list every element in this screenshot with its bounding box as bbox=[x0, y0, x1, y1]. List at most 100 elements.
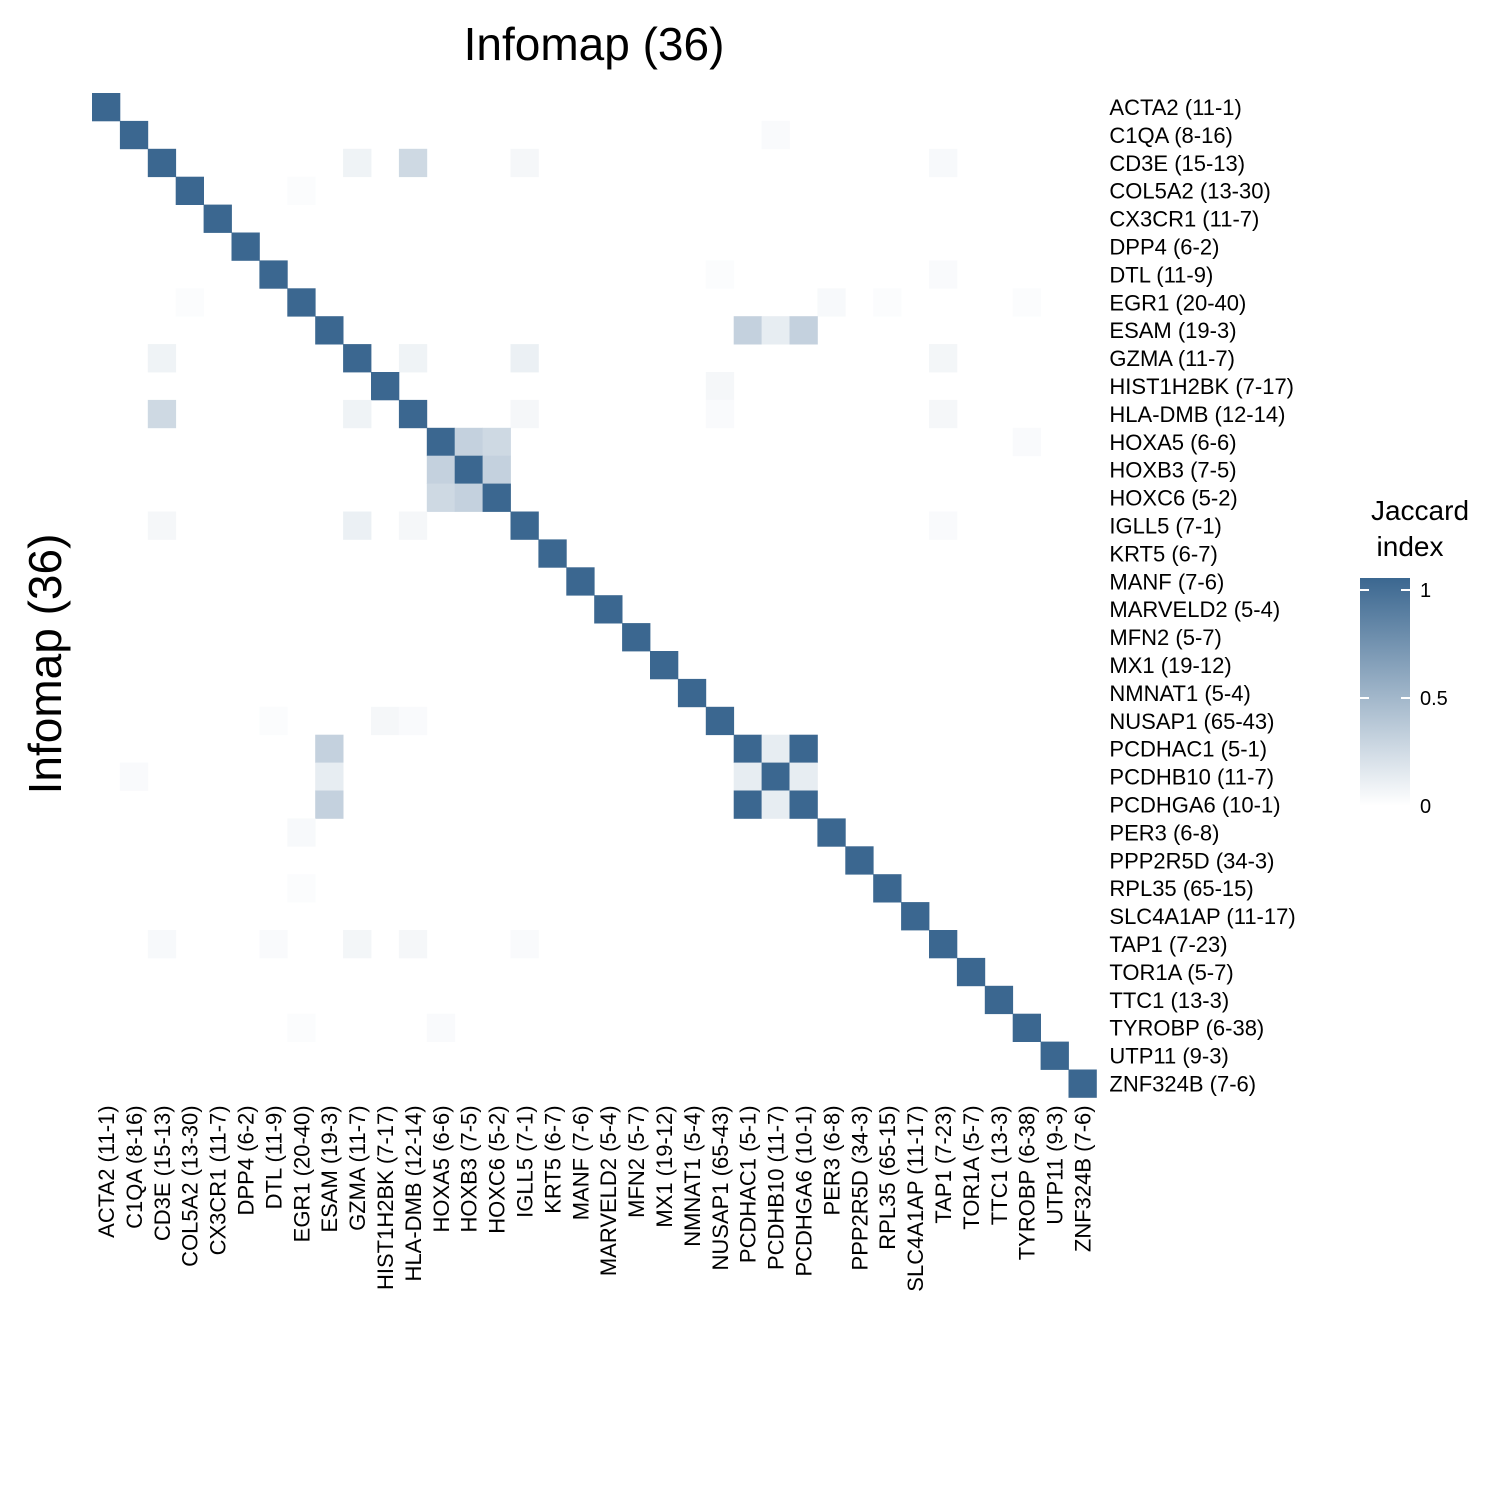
x-tick-label: UTP11 (9-3) bbox=[1043, 1105, 1068, 1224]
heatmap-cell-tap1-7-23--gzma-11-7 bbox=[343, 930, 372, 959]
x-tick-label: HIST1H2BK (7-17) bbox=[373, 1105, 398, 1290]
heatmap-cell-pcdhac1-5-1--pcdhb10-11-7 bbox=[761, 734, 790, 763]
heatmap-cell-tyrobp-6-38--egr1-20-40 bbox=[287, 1013, 316, 1042]
heatmap-cell-gzma-11-7--igll5-7-1 bbox=[510, 344, 539, 373]
x-tick-label: CD3E (15-13) bbox=[150, 1105, 175, 1241]
heatmap-cell-igll5-7-1--tap1-7-23 bbox=[929, 511, 958, 540]
heatmap-cell-pcdhac1-5-1--pcdhac1-5-1 bbox=[733, 734, 762, 763]
y-tick-label: KRT5 (6-7) bbox=[1109, 541, 1217, 566]
heatmap-cell-hoxa5-6-6--tyrobp-6-38 bbox=[1012, 427, 1041, 457]
heatmap-cell-nusap1-65-43--hist1h2bk-7-17 bbox=[371, 706, 400, 736]
y-axis-label: Infomap (36) bbox=[19, 534, 71, 795]
legend-tick-label: 0 bbox=[1420, 796, 1431, 818]
heatmap-cell-pcdhb10-11-7--c1qa-8-16 bbox=[119, 762, 149, 791]
heatmap-cell-pcdhac1-5-1--pcdhga6-10-1 bbox=[789, 734, 818, 763]
heatmap-cell-pcdhac1-5-1--esam-19-3 bbox=[315, 734, 344, 763]
y-tick-label: HOXA5 (6-6) bbox=[1109, 430, 1236, 455]
heatmap-cell-ttc1-13-3--ttc1-13-3 bbox=[984, 985, 1014, 1015]
heatmap-cell-tyrobp-6-38--hoxa5-6-6 bbox=[426, 1013, 456, 1042]
heatmap-cell-rpl35-65-15--rpl35-65-15 bbox=[873, 874, 902, 903]
x-tick-labels: ACTA2 (11-1) C1QA (8-16) CD3E (15-13) COL5A… bbox=[94, 1105, 1095, 1291]
x-tick-label: DPP4 (6-2) bbox=[233, 1105, 258, 1215]
heatmap-cell-c1qa-8-16--c1qa-8-16 bbox=[119, 120, 149, 150]
x-tick-label: RPL35 (65-15) bbox=[875, 1105, 900, 1249]
x-tick-label: PPP2R5D (34-3) bbox=[847, 1105, 872, 1270]
heatmap-cell-pcdhga6-10-1--esam-19-3 bbox=[315, 790, 344, 819]
heatmap-cell-pcdhb10-11-7--esam-19-3 bbox=[315, 762, 344, 791]
y-tick-label: PPP2R5D (34-3) bbox=[1109, 848, 1274, 873]
x-tick-label: GZMA (11-7) bbox=[345, 1105, 370, 1231]
y-tick-label: PCDHAC1 (5-1) bbox=[1109, 737, 1267, 762]
heatmap-cell-col5a2-13-30--col5a2-13-30 bbox=[175, 176, 204, 205]
heatmap-cell-pcdhga6-10-1--pcdhga6-10-1 bbox=[789, 790, 818, 819]
heatmap-cell-pcdhb10-11-7--pcdhb10-11-7 bbox=[761, 762, 790, 791]
heatmap-cell-hoxb3-7-5--hoxa5-6-6 bbox=[426, 455, 456, 484]
y-tick-labels: ACTA2 (11-1) C1QA (8-16) CD3E (15-13) COL5A… bbox=[1109, 95, 1295, 1096]
legend-tick-label: 1 bbox=[1420, 580, 1431, 602]
x-tick-label: NMNAT1 (5-4) bbox=[680, 1105, 705, 1246]
heatmap-cell-hoxc6-5-2--hoxa5-6-6 bbox=[426, 483, 456, 512]
x-tick-label: MANF (7-6) bbox=[568, 1105, 593, 1220]
x-tick-label: ESAM (19-3) bbox=[317, 1105, 342, 1232]
legend-title-line-2: index bbox=[1377, 531, 1444, 562]
y-tick-label: DPP4 (6-2) bbox=[1109, 234, 1219, 259]
heatmap-cell-hoxb3-7-5--hoxb3-7-5 bbox=[454, 455, 483, 484]
heatmap-cell-hoxc6-5-2--hoxc6-5-2 bbox=[482, 483, 511, 512]
heatmap-cell-cd3e-15-13--igll5-7-1 bbox=[510, 148, 539, 178]
heatmap-cell-utp11-9-3--utp11-9-3 bbox=[1040, 1041, 1069, 1070]
heatmap-cell-nusap1-65-43--dtl-11-9 bbox=[259, 706, 288, 736]
y-tick-label: IGLL5 (7-1) bbox=[1109, 513, 1222, 538]
x-tick-label: PER3 (6-8) bbox=[819, 1105, 844, 1215]
legend-colorbar bbox=[1360, 578, 1410, 806]
heatmap-cell-per3-6-8--egr1-20-40 bbox=[287, 818, 316, 847]
x-tick-label: PCDHB10 (11-7) bbox=[764, 1105, 789, 1270]
x-tick-label: TTC1 (13-3) bbox=[987, 1105, 1012, 1225]
x-tick-label: IGLL5 (7-1) bbox=[512, 1105, 537, 1218]
heatmap-cell-igll5-7-1--hla-dmb-12-14 bbox=[398, 511, 428, 540]
x-tick-label: TAP1 (7-23) bbox=[931, 1105, 956, 1223]
y-tick-label: CD3E (15-13) bbox=[1109, 151, 1245, 176]
legend-tick-label: 0.5 bbox=[1420, 688, 1448, 710]
y-tick-label: UTP11 (9-3) bbox=[1109, 1044, 1228, 1069]
heatmap-cell-hoxa5-6-6--hoxc6-5-2 bbox=[482, 427, 511, 457]
y-tick-label: PCDHB10 (11-7) bbox=[1109, 765, 1274, 790]
heatmap-cell-hist1h2bk-7-17--nusap1-65-43 bbox=[705, 372, 735, 401]
heatmap-cells bbox=[92, 93, 1097, 1098]
x-tick-label: EGR1 (20-40) bbox=[289, 1105, 314, 1242]
y-tick-label: HOXC6 (5-2) bbox=[1109, 486, 1237, 511]
x-tick-label: MX1 (19-12) bbox=[652, 1105, 677, 1227]
x-tick-label: PCDHGA6 (10-1) bbox=[791, 1105, 816, 1276]
heatmap-cell-mx1-19-12--mx1-19-12 bbox=[650, 651, 679, 680]
heatmap-cell-hla-dmb-12-14--nusap1-65-43 bbox=[705, 399, 735, 429]
x-tick-label: KRT5 (6-7) bbox=[540, 1105, 565, 1213]
x-tick-label: HLA-DMB (12-14) bbox=[401, 1105, 426, 1281]
heatmap-cell-cd3e-15-13--cd3e-15-13 bbox=[147, 148, 177, 178]
y-tick-label: TOR1A (5-7) bbox=[1109, 960, 1233, 985]
heatmap-cell-esam-19-3--pcdhac1-5-1 bbox=[733, 316, 762, 345]
heatmap-cell-pcdhga6-10-1--pcdhb10-11-7 bbox=[761, 790, 790, 819]
y-tick-label: PER3 (6-8) bbox=[1109, 820, 1219, 845]
heatmap-cell-esam-19-3--esam-19-3 bbox=[315, 316, 344, 345]
heatmap-cell-nusap1-65-43--nusap1-65-43 bbox=[705, 706, 735, 736]
x-tick-label: NUSAP1 (65-43) bbox=[708, 1105, 733, 1270]
heatmap-cell-egr1-20-40--col5a2-13-30 bbox=[175, 288, 204, 317]
y-tick-label: EGR1 (20-40) bbox=[1109, 290, 1246, 315]
x-tick-label: PCDHAC1 (5-1) bbox=[736, 1105, 761, 1263]
y-tick-label: TYROBP (6-38) bbox=[1109, 1016, 1264, 1041]
y-tick-label: CX3CR1 (11-7) bbox=[1109, 207, 1259, 232]
y-tick-label: MANF (7-6) bbox=[1109, 569, 1224, 594]
heatmap-cell-mfn2-5-7--mfn2-5-7 bbox=[622, 623, 651, 652]
heatmap-cell-cd3e-15-13--gzma-11-7 bbox=[343, 148, 372, 178]
heatmap-cell-hla-dmb-12-14--gzma-11-7 bbox=[343, 399, 372, 429]
heatmap-cell-manf-7-6--manf-7-6 bbox=[566, 567, 595, 596]
heatmap-cell-dpp4-6-2--dpp4-6-2 bbox=[231, 232, 260, 261]
y-tick-label: TTC1 (13-3) bbox=[1109, 988, 1229, 1013]
x-tick-label: DTL (11-9) bbox=[261, 1105, 286, 1209]
heatmap-cell-cx3cr1-11-7--cx3cr1-11-7 bbox=[203, 204, 232, 233]
y-tick-label: MFN2 (5-7) bbox=[1109, 625, 1221, 650]
heatmap-cell-cd3e-15-13--tap1-7-23 bbox=[929, 148, 958, 178]
x-tick-label: MFN2 (5-7) bbox=[624, 1105, 649, 1217]
heatmap-cell-hoxa5-6-6--hoxb3-7-5 bbox=[454, 427, 483, 457]
heatmap-cell-egr1-20-40--rpl35-65-15 bbox=[873, 288, 902, 317]
